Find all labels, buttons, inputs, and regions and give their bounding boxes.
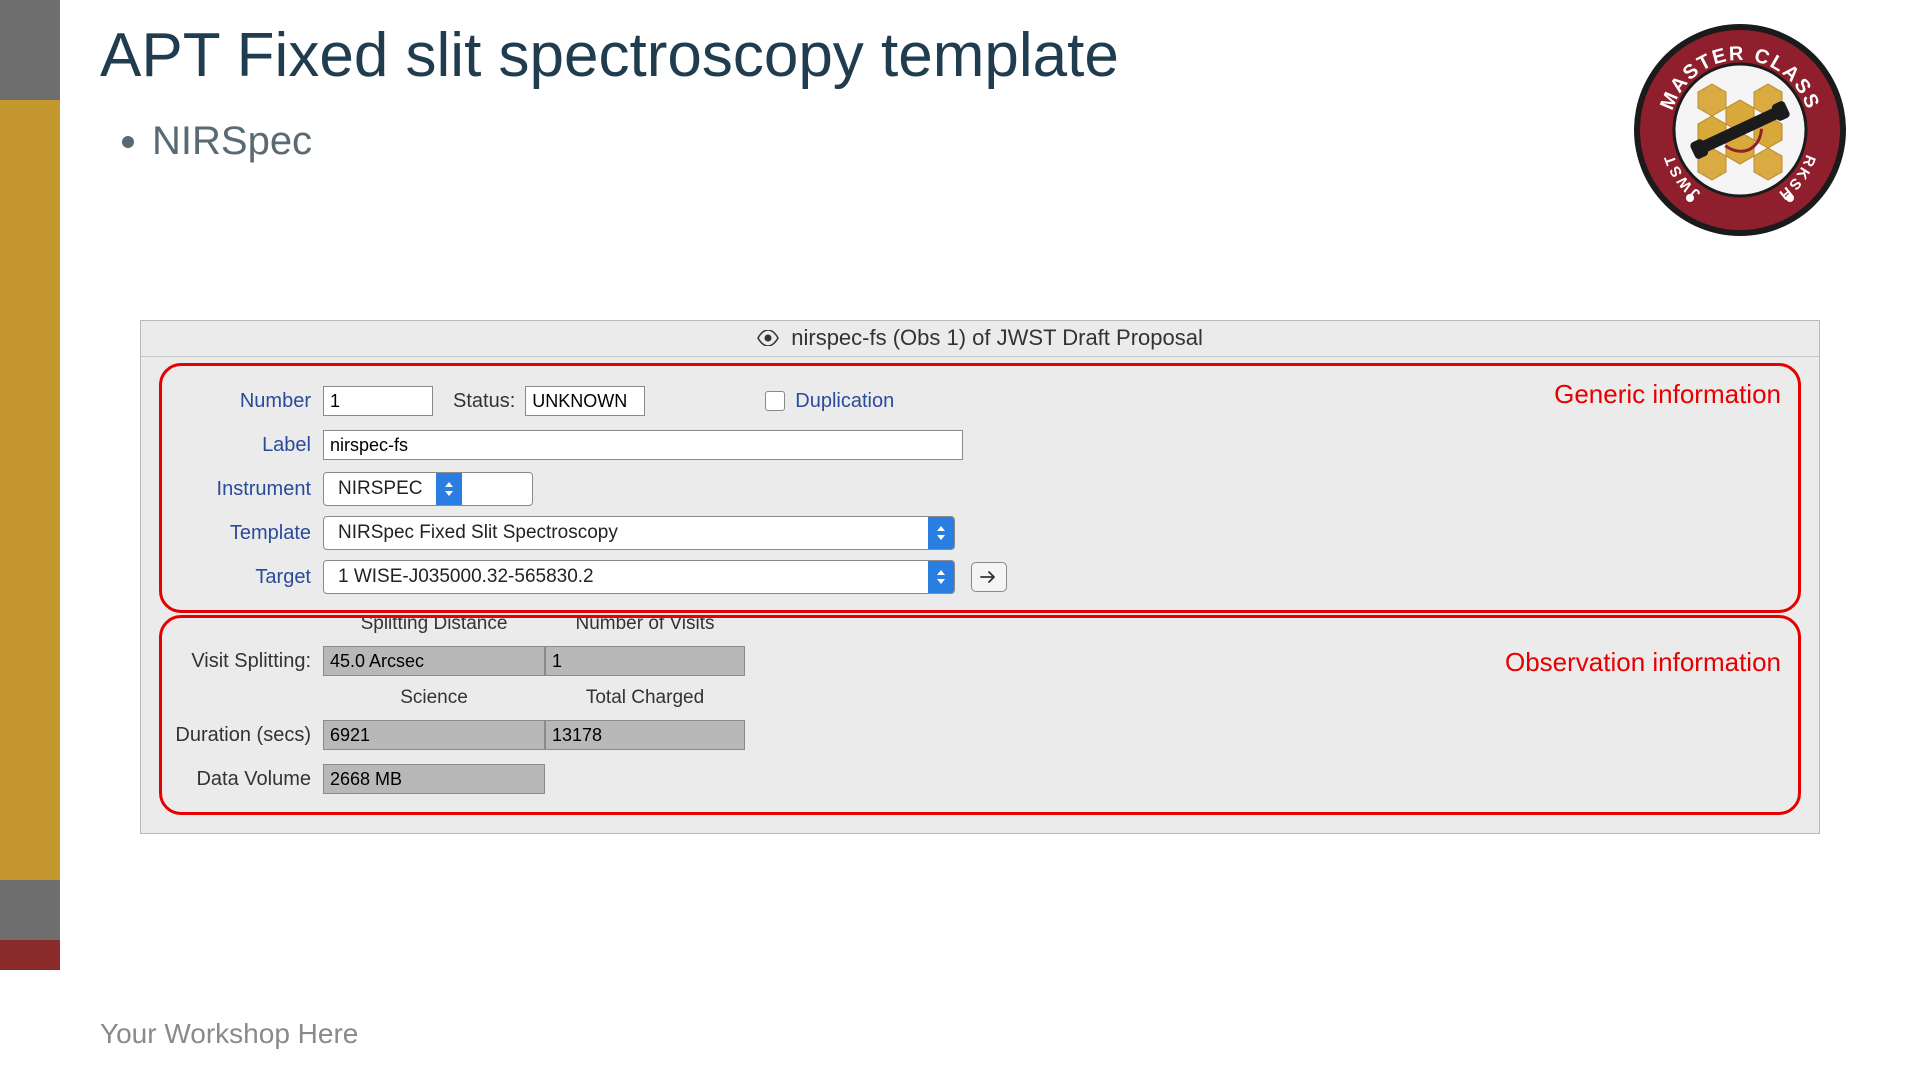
duplication-label: Duplication — [795, 390, 894, 413]
bullet-text: NIRSpec — [152, 119, 312, 164]
left-strip-gold — [0, 100, 60, 880]
target-dropdown[interactable]: 1 WISE-J035000.32-565830.2 — [323, 560, 955, 594]
data-volume-value — [323, 764, 545, 794]
arrow-right-icon — [980, 570, 998, 584]
dropdown-arrows-icon — [928, 517, 954, 549]
visit-splitting-value — [323, 646, 545, 676]
status-input[interactable] — [525, 386, 645, 416]
duration-label: Duration (secs) — [161, 724, 311, 747]
jwst-master-class-badge: MASTER CLASS JWST WORKSHOP — [1630, 20, 1850, 240]
slide-footer: Your Workshop Here — [100, 1018, 358, 1050]
template-value: NIRSpec Fixed Slit Spectroscopy — [324, 522, 928, 544]
template-label: Template — [161, 522, 311, 545]
eye-icon — [757, 326, 779, 352]
number-label: Number — [161, 390, 311, 413]
target-value: 1 WISE-J035000.32-565830.2 — [324, 566, 928, 588]
bullet-row: NIRSpec — [122, 119, 1860, 164]
status-label: Status: — [453, 390, 515, 413]
science-header: Science — [323, 687, 545, 709]
left-strip-red — [0, 940, 60, 970]
left-strip-grey-top — [0, 0, 60, 100]
duration-science-value — [323, 720, 545, 750]
splitting-distance-header: Splitting Distance — [323, 613, 545, 635]
num-visits-value — [545, 646, 745, 676]
label-input[interactable] — [323, 430, 963, 460]
annotation-observation-label: Observation information — [1505, 647, 1781, 678]
dropdown-arrows-icon — [436, 473, 462, 505]
label-label: Label — [161, 434, 311, 457]
target-goto-button[interactable] — [971, 562, 1007, 592]
number-input[interactable] — [323, 386, 433, 416]
bullet-dot-icon — [122, 136, 134, 148]
instrument-value: NIRSPEC — [324, 478, 436, 500]
apt-window-title: nirspec-fs (Obs 1) of JWST Draft Proposa… — [791, 325, 1203, 350]
instrument-dropdown[interactable]: NIRSPEC — [323, 472, 533, 506]
data-volume-label: Data Volume — [161, 768, 311, 791]
instrument-label: Instrument — [161, 478, 311, 501]
target-label: Target — [161, 566, 311, 589]
apt-body: Generic information Observation informat… — [141, 357, 1819, 833]
apt-panel: nirspec-fs (Obs 1) of JWST Draft Proposa… — [140, 320, 1820, 834]
duration-total-value — [545, 720, 745, 750]
duplication-checkbox[interactable] — [765, 391, 785, 411]
left-strip-grey-bot — [0, 880, 60, 940]
dropdown-arrows-icon — [928, 561, 954, 593]
total-charged-header: Total Charged — [545, 687, 745, 709]
num-visits-header: Number of Visits — [545, 613, 745, 635]
apt-window-title-bar: nirspec-fs (Obs 1) of JWST Draft Proposa… — [141, 321, 1819, 357]
annotation-generic-label: Generic information — [1554, 379, 1781, 410]
slide-title: APT Fixed slit spectroscopy template — [100, 20, 1860, 91]
template-dropdown[interactable]: NIRSpec Fixed Slit Spectroscopy — [323, 516, 955, 550]
visit-splitting-label: Visit Splitting: — [161, 650, 311, 673]
